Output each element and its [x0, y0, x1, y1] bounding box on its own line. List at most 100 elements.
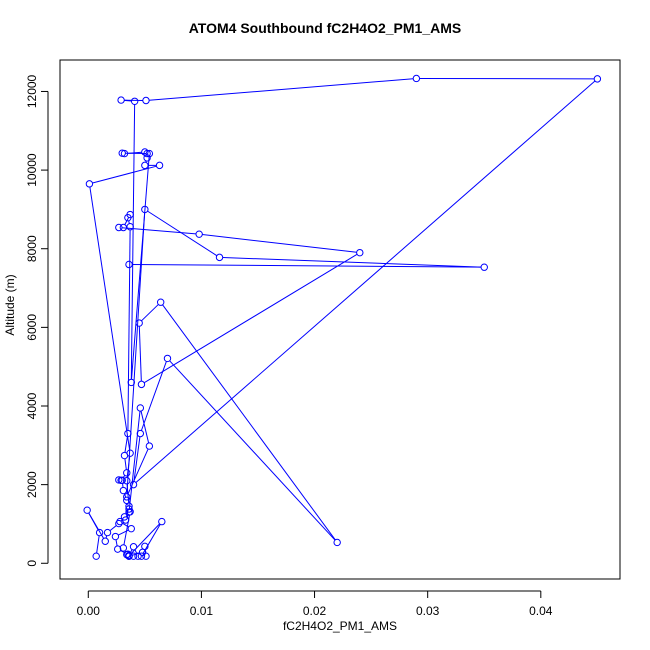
series-layer: [83, 74, 602, 560]
data-point: [135, 319, 143, 327]
y-tick-label: 6000: [25, 314, 39, 341]
data-point: [125, 552, 133, 560]
series-segment: [130, 104, 136, 380]
data-point: [125, 260, 133, 269]
data-point: [137, 552, 146, 560]
series-segment: [138, 326, 142, 382]
y-axis: 0 2000 4000 6000 8000 10000 12000: [25, 74, 49, 567]
data-point: [125, 508, 133, 516]
series-segment: [124, 458, 127, 470]
series-segment: [135, 80, 596, 483]
y-tick-label: 0: [25, 560, 39, 567]
data-point: [141, 161, 149, 170]
data-point: [123, 493, 131, 501]
data-point: [119, 544, 128, 552]
chart-title: ATOM4 Southbound fC2H4O2_PM1_AMS: [188, 20, 462, 36]
data-point: [138, 548, 147, 556]
data-point: [142, 552, 150, 560]
series-segment: [162, 304, 336, 541]
data-point: [126, 449, 134, 457]
y-tick-label: 8000: [25, 235, 39, 262]
data-point: [129, 552, 138, 560]
series-segment: [127, 229, 131, 431]
plot-frame: [59, 59, 621, 580]
series-segment: [89, 186, 131, 451]
y-tick-label: 2000: [25, 471, 39, 498]
data-point: [215, 253, 224, 262]
data-point: [136, 404, 145, 412]
series-segment: [222, 256, 482, 268]
data-point: [101, 537, 109, 545]
data-point: [127, 378, 135, 387]
series-segment: [124, 99, 132, 102]
data-point: [95, 528, 104, 537]
x-tick-label: 0.00: [77, 604, 101, 618]
data-point: [129, 480, 138, 489]
data-point: [143, 154, 151, 162]
x-tick-label: 0.04: [529, 604, 553, 618]
series-segment: [140, 361, 167, 431]
data-point: [137, 380, 146, 389]
data-point: [126, 223, 134, 231]
data-point: [119, 486, 128, 495]
series-segment: [127, 448, 149, 495]
data-point: [124, 429, 132, 438]
data-point: [130, 97, 139, 105]
series-segment: [92, 165, 157, 184]
data-point: [593, 75, 602, 83]
data-point: [156, 298, 165, 306]
data-point: [115, 519, 123, 528]
x-tick-label: 0.02: [303, 604, 327, 618]
y-tick-label: 10000: [25, 153, 39, 187]
y-tick-label: 12000: [25, 74, 39, 108]
series-segment: [202, 234, 357, 253]
series-segment: [133, 436, 141, 482]
data-point: [117, 476, 125, 485]
data-point: [85, 180, 94, 188]
data-point: [126, 210, 134, 219]
series-segment: [124, 436, 128, 453]
data-point: [141, 205, 149, 214]
data-point: [123, 550, 131, 559]
data-point: [113, 545, 122, 553]
series-segment: [149, 78, 414, 101]
series-segment: [121, 227, 197, 235]
series-segment: [169, 360, 336, 541]
data-point: [117, 96, 125, 104]
data-point: [155, 161, 164, 170]
data-point: [123, 469, 131, 477]
data-point: [333, 538, 341, 547]
data-point: [145, 149, 154, 158]
y-tick-label: 4000: [25, 392, 39, 419]
data-point: [83, 506, 91, 514]
data-point: [119, 223, 128, 232]
data-point: [480, 263, 488, 271]
data-point: [125, 502, 133, 510]
data-point: [412, 74, 421, 83]
x-tick-label: 0.03: [416, 604, 440, 618]
data-point: [115, 223, 123, 232]
series-segment: [115, 539, 118, 547]
data-point: [92, 552, 100, 560]
series-segment: [131, 156, 150, 380]
data-point: [134, 552, 142, 560]
data-point: [158, 517, 166, 526]
series-segment: [109, 525, 117, 531]
series-segment: [147, 210, 218, 257]
series-segment: [143, 253, 358, 384]
series-segment: [96, 535, 100, 554]
data-point: [142, 96, 150, 105]
data-point: [127, 524, 135, 533]
series-segment: [134, 549, 138, 554]
data-point: [123, 477, 131, 485]
data-point: [195, 230, 203, 238]
data-point: [111, 532, 120, 541]
series-segment: [132, 263, 482, 268]
data-point: [356, 248, 364, 257]
data-point: [145, 442, 154, 450]
series-segment: [88, 512, 105, 539]
data-point: [120, 149, 129, 158]
series-segment: [141, 304, 159, 322]
data-point: [116, 517, 124, 526]
series-segment: [140, 410, 150, 444]
